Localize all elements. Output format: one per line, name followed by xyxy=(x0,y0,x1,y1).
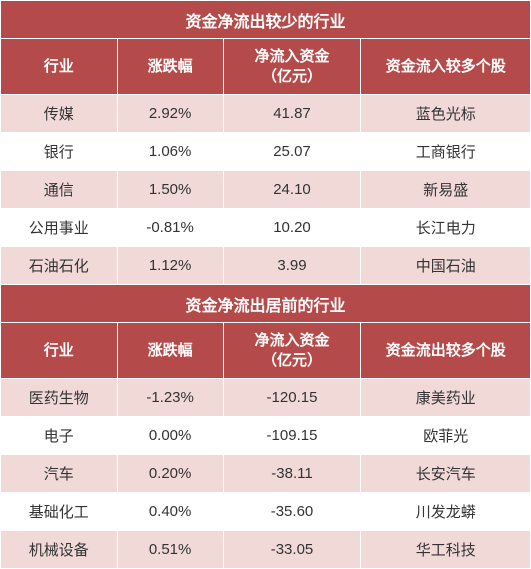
cell-industry: 公用事业 xyxy=(1,209,118,247)
table2-header-row: 行业 涨跌幅 净流入资金 （亿元） 资金流出较多个股 xyxy=(1,323,531,379)
cell-industry: 汽车 xyxy=(1,455,118,493)
cell-netinflow: 3.99 xyxy=(223,247,361,285)
table2-header-stock: 资金流出较多个股 xyxy=(361,323,531,379)
cell-stock: 长江电力 xyxy=(361,209,531,247)
cell-industry: 通信 xyxy=(1,171,118,209)
cell-netinflow: 25.07 xyxy=(223,133,361,171)
cell-netinflow: -109.15 xyxy=(223,417,361,455)
cell-stock: 华工科技 xyxy=(361,531,531,569)
cell-change: 1.06% xyxy=(117,133,223,171)
cell-change: 0.20% xyxy=(117,455,223,493)
cell-netinflow: -33.05 xyxy=(223,531,361,569)
cell-netinflow: 24.10 xyxy=(223,171,361,209)
cell-netinflow: -35.60 xyxy=(223,493,361,531)
cell-change: -0.81% xyxy=(117,209,223,247)
table2-title-row: 资金净流出居前的行业 xyxy=(1,285,531,323)
table1-title-row: 资金净流出较少的行业 xyxy=(1,1,531,39)
cell-stock: 中国石油 xyxy=(361,247,531,285)
table1-header-industry: 行业 xyxy=(1,39,118,95)
cell-industry: 医药生物 xyxy=(1,379,118,417)
table-row: 通信 1.50% 24.10 新易盛 xyxy=(1,171,531,209)
table2-header-industry: 行业 xyxy=(1,323,118,379)
cell-industry: 基础化工 xyxy=(1,493,118,531)
cell-stock: 川发龙蟒 xyxy=(361,493,531,531)
cell-stock: 康美药业 xyxy=(361,379,531,417)
table1-header-change: 涨跌幅 xyxy=(117,39,223,95)
table-row: 汽车 0.20% -38.11 长安汽车 xyxy=(1,455,531,493)
cell-stock: 工商银行 xyxy=(361,133,531,171)
cell-stock: 新易盛 xyxy=(361,171,531,209)
cell-change: 0.40% xyxy=(117,493,223,531)
cell-stock: 蓝色光标 xyxy=(361,95,531,133)
table1-title: 资金净流出较少的行业 xyxy=(1,1,531,39)
cell-stock: 长安汽车 xyxy=(361,455,531,493)
cell-change: 0.51% xyxy=(117,531,223,569)
cell-netinflow: -38.11 xyxy=(223,455,361,493)
cell-change: 2.92% xyxy=(117,95,223,133)
cell-industry: 传媒 xyxy=(1,95,118,133)
table-row: 传媒 2.92% 41.87 蓝色光标 xyxy=(1,95,531,133)
table-row: 公用事业 -0.81% 10.20 长江电力 xyxy=(1,209,531,247)
cell-change: -1.23% xyxy=(117,379,223,417)
table-row: 电子 0.00% -109.15 欧菲光 xyxy=(1,417,531,455)
table-row: 医药生物 -1.23% -120.15 康美药业 xyxy=(1,379,531,417)
table2-title: 资金净流出居前的行业 xyxy=(1,285,531,323)
table1-header-netinflow: 净流入资金 （亿元） xyxy=(223,39,361,95)
table1-header-row: 行业 涨跌幅 净流入资金 （亿元） 资金流入较多个股 xyxy=(1,39,531,95)
table2-header-netinflow: 净流入资金 （亿元） xyxy=(223,323,361,379)
table-row: 石油石化 1.12% 3.99 中国石油 xyxy=(1,247,531,285)
cell-industry: 机械设备 xyxy=(1,531,118,569)
cell-stock: 欧菲光 xyxy=(361,417,531,455)
outflow-less-table: 资金净流出较少的行业 行业 涨跌幅 净流入资金 （亿元） 资金流入较多个股 传媒… xyxy=(0,0,531,569)
cell-industry: 银行 xyxy=(1,133,118,171)
cell-netinflow: 10.20 xyxy=(223,209,361,247)
table1-header-stock: 资金流入较多个股 xyxy=(361,39,531,95)
cell-change: 1.12% xyxy=(117,247,223,285)
cell-change: 0.00% xyxy=(117,417,223,455)
cell-industry: 石油石化 xyxy=(1,247,118,285)
table-row: 机械设备 0.51% -33.05 华工科技 xyxy=(1,531,531,569)
table-row: 银行 1.06% 25.07 工商银行 xyxy=(1,133,531,171)
cell-netinflow: -120.15 xyxy=(223,379,361,417)
table-row: 基础化工 0.40% -35.60 川发龙蟒 xyxy=(1,493,531,531)
cell-change: 1.50% xyxy=(117,171,223,209)
cell-netinflow: 41.87 xyxy=(223,95,361,133)
cell-industry: 电子 xyxy=(1,417,118,455)
table2-header-change: 涨跌幅 xyxy=(117,323,223,379)
